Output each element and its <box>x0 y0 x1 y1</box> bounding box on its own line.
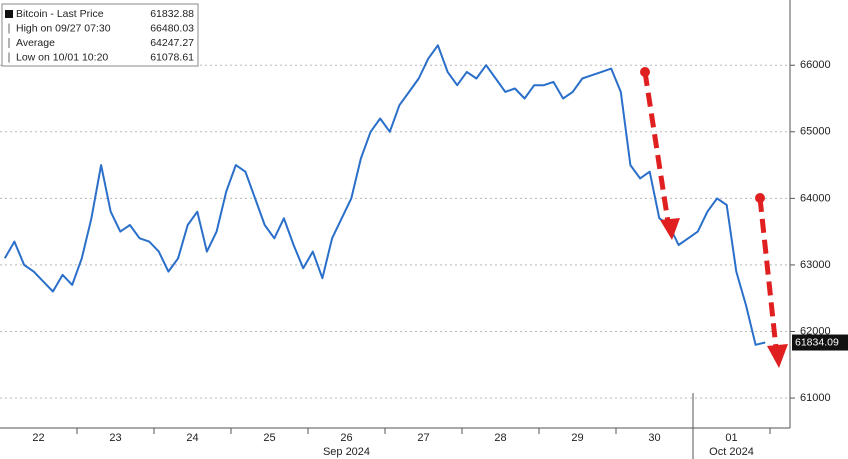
month-label: Oct 2024 <box>709 446 754 458</box>
x-tick-label: 25 <box>263 432 275 444</box>
price-line <box>3 44 766 346</box>
last-price-tag-bg <box>792 334 848 351</box>
legend-label: Bitcoin - Last Price <box>16 8 104 20</box>
arrow-1 <box>640 67 680 240</box>
y-tick-label: 66000 <box>800 59 831 71</box>
legend-value: 66480.03 <box>150 22 194 34</box>
legend-value: 61832.88 <box>150 8 194 20</box>
legend-label: High on 09/27 07:30 <box>16 22 111 34</box>
y-tick-label: 61000 <box>800 392 831 404</box>
x-tick-label: 22 <box>32 432 44 444</box>
y-tick-label: 65000 <box>800 126 831 138</box>
legend-value: 64247.27 <box>150 37 194 49</box>
y-tick-label: 64000 <box>800 192 831 204</box>
legend-swatch <box>5 10 13 18</box>
x-tick-label: 30 <box>648 432 660 444</box>
x-tick-label: 23 <box>109 432 121 444</box>
legend-value: 61078.61 <box>150 51 194 63</box>
legend: Bitcoin - Last Price 61832.88 High on 09/2… <box>1 3 199 67</box>
y-tick-label: 63000 <box>800 259 831 271</box>
last-price-tag: 61834.09 <box>795 336 839 348</box>
x-tick-label: 26 <box>340 432 352 444</box>
x-tick-label: 01 <box>725 432 737 444</box>
legend-box <box>1 3 199 67</box>
y-tick-label: 62000 <box>800 325 831 337</box>
legend-label: Average <box>16 37 55 49</box>
x-tick-label: 24 <box>186 432 198 444</box>
x-tick-label: 29 <box>571 432 583 444</box>
x-tick-label: 27 <box>417 432 429 444</box>
arrow-2 <box>755 193 788 368</box>
x-tick-label: 28 <box>494 432 506 444</box>
legend-label: Low on 10/01 10:20 <box>16 51 108 63</box>
month-label: Sep 2024 <box>323 446 370 458</box>
